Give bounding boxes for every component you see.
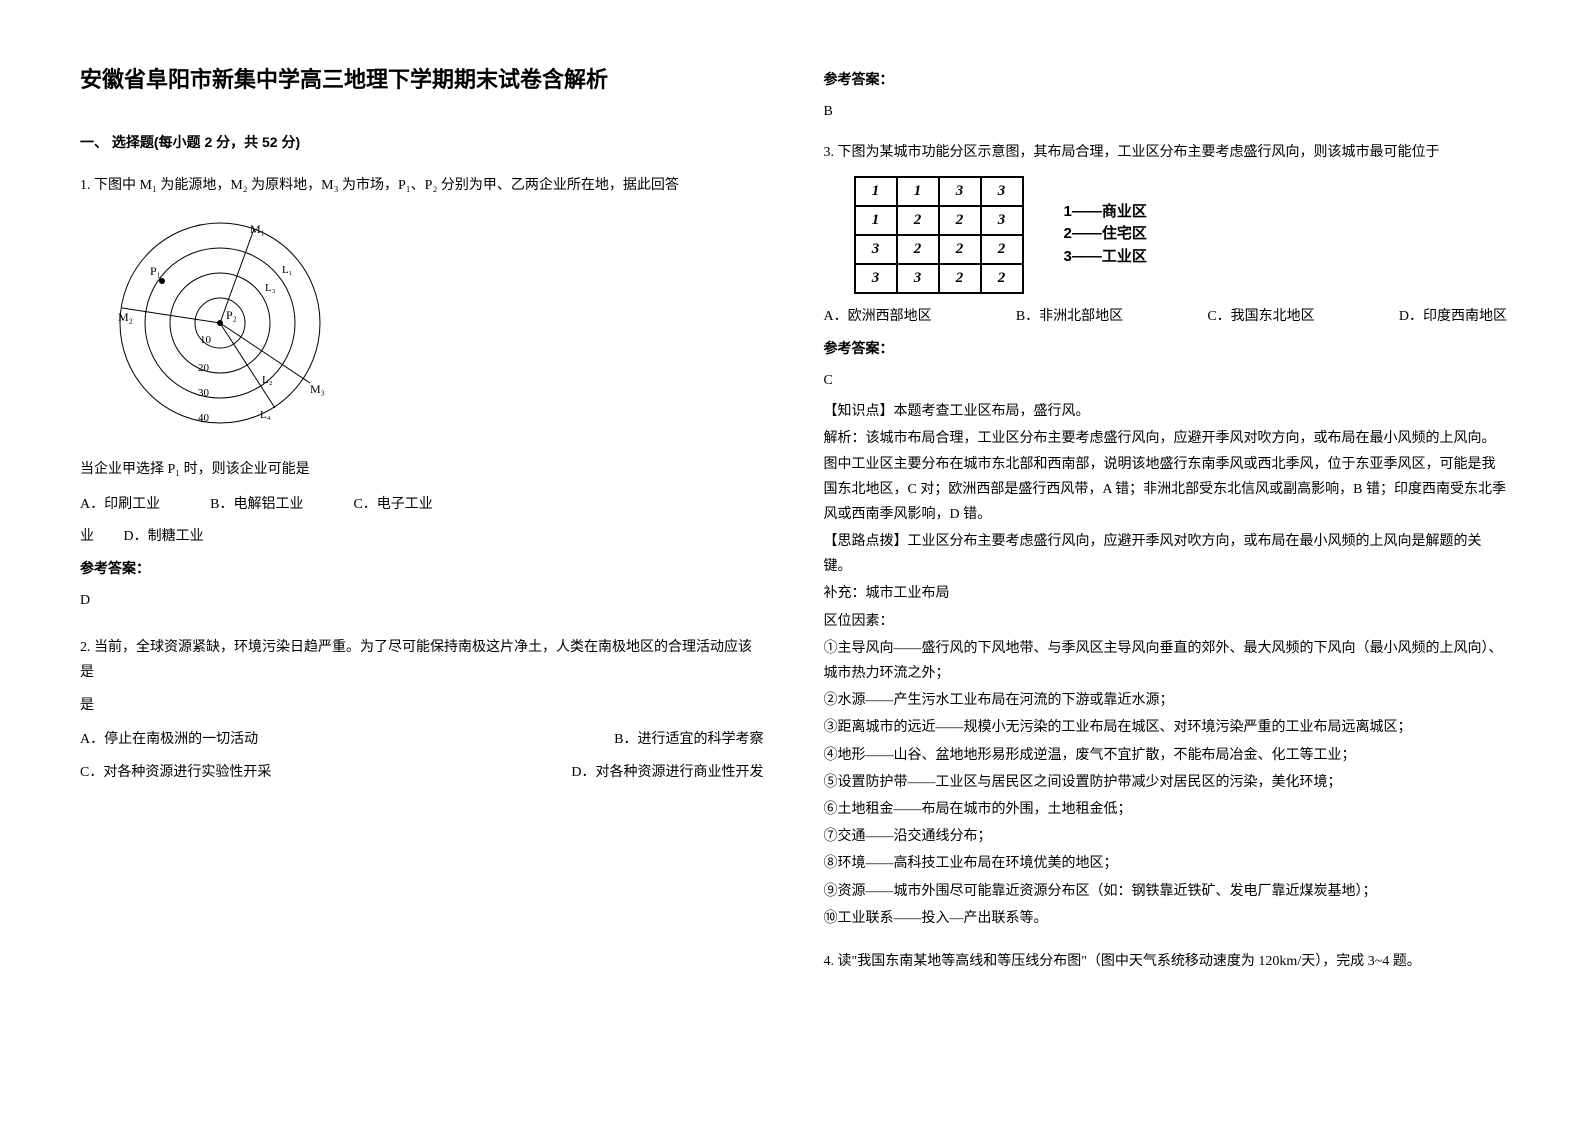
left-column: 安徽省阜阳市新集中学高三地理下学期期末试卷含解析 一、 选择题(每小题 2 分，… bbox=[80, 60, 764, 1062]
q3-factor-3: ③距离城市的远近——规模小无污染的工业布局在城区、对环境污染严重的工业布局远离城… bbox=[824, 715, 1508, 740]
q1-option-d: D．制糖工业 bbox=[124, 529, 204, 544]
q2-text: 2. 当前，全球资源紧缺，环境污染日趋严重。为了尽可能保持南极这片净土，人类在南… bbox=[80, 635, 764, 685]
q3-factor-6: ⑥土地租金——布局在城市的外围，土地租金低； bbox=[824, 797, 1508, 822]
zone-cell: 1 bbox=[897, 177, 939, 206]
q2-option-d: D．对各种资源进行商业性开发 bbox=[571, 760, 763, 785]
zone-cell: 3 bbox=[855, 235, 897, 264]
q4-text: 4. 读"我国东南某地等高线和等压线分布图"（图中天气系统移动速度为 120km… bbox=[824, 949, 1508, 974]
concentric-circle-diagram: P₂ P₁ M₁ M₂ M₃ 10 20 30 40 L₁ L₂ L₃ L₄ bbox=[110, 213, 330, 433]
zone-cell: 2 bbox=[981, 264, 1023, 293]
q2-options-row1: A．停止在南极洲的一切活动 B．进行适宜的科学考察 bbox=[80, 727, 764, 752]
m2-label: M₂ bbox=[118, 310, 133, 324]
svg-text:L₂: L₂ bbox=[262, 374, 273, 386]
p2-label: P₂ bbox=[226, 308, 237, 322]
q3-factor-1: ①主导风向——盛行风的下风地带、与季风区主导风向垂直的郊外、最大风频的下风向（最… bbox=[824, 636, 1508, 686]
q2-answer: B bbox=[824, 99, 1508, 124]
q3-option-b: B．非洲北部地区 bbox=[1016, 304, 1123, 329]
zone-cell: 3 bbox=[981, 206, 1023, 235]
q1-option-c: C．电子工业 bbox=[353, 492, 432, 517]
table-row: 3 2 2 2 bbox=[855, 235, 1023, 264]
zone-cell: 2 bbox=[939, 206, 981, 235]
q3-thinking: 【思路点拨】工业区分布主要考虑盛行风向，应避开季风对吹方向，或布局在最小风频的上… bbox=[824, 529, 1508, 579]
legend-2: 2——住宅区 bbox=[1064, 223, 1147, 246]
m1-label: M₁ bbox=[250, 222, 265, 236]
q3-options: A．欧洲西部地区 B．非洲北部地区 C．我国东北地区 D．印度西南地区 bbox=[824, 304, 1508, 329]
q3-factor-8: ⑧环境——高科技工业布局在环境优美的地区； bbox=[824, 851, 1508, 876]
question-4: 4. 读"我国东南某地等高线和等压线分布图"（图中天气系统移动速度为 120km… bbox=[824, 949, 1508, 980]
analysis-label: 解析： bbox=[824, 431, 866, 446]
svg-text:L₄: L₄ bbox=[260, 409, 271, 421]
zone-legend: 1——商业区 2——住宅区 3——工业区 bbox=[1064, 201, 1147, 269]
q3-knowledge: 【知识点】本题考查工业区布局，盛行风。 bbox=[824, 399, 1508, 424]
question-1: 1. 下图中 M₁ 为能源地，M₂ 为原料地，M₃ 为市场，P₁、P₂ 分别为甲… bbox=[80, 173, 764, 619]
zone-cell: 3 bbox=[939, 177, 981, 206]
q3-zone-diagram: 1 1 3 3 1 2 2 3 3 2 2 2 3 bbox=[854, 176, 1508, 294]
q3-factor-5: ⑤设置防护带——工业区与居民区之间设置防护带减少对居民区的污染，美化环境； bbox=[824, 770, 1508, 795]
q1-option-a: A．印刷工业 bbox=[80, 492, 160, 517]
analysis-text: 该城市布局合理，工业区分布主要考虑盛行风向，应避开季风对吹方向，或布局在最小风频… bbox=[824, 431, 1507, 522]
p1-label: P₁ bbox=[150, 264, 161, 278]
legend-3: 3——工业区 bbox=[1064, 246, 1147, 269]
zone-cell: 3 bbox=[981, 177, 1023, 206]
q3-factor-10: ⑩工业联系——投入—产出联系等。 bbox=[824, 906, 1508, 931]
svg-text:40: 40 bbox=[198, 412, 210, 424]
table-row: 3 3 2 2 bbox=[855, 264, 1023, 293]
q1-options: A．印刷工业 B．电解铝工业 C．电子工业 bbox=[80, 492, 764, 517]
q2-blank: 是 bbox=[80, 693, 764, 718]
q3-factor-2: ②水源——产生污水工业布局在河流的下游或靠近水源； bbox=[824, 688, 1508, 713]
q3-option-a: A．欧洲西部地区 bbox=[824, 304, 932, 329]
q1-answer-label: 参考答案： bbox=[80, 557, 764, 582]
zone-cell: 2 bbox=[939, 264, 981, 293]
zone-cell: 1 bbox=[855, 177, 897, 206]
zone-cell: 1 bbox=[855, 206, 897, 235]
document-title: 安徽省阜阳市新集中学高三地理下学期期末试卷含解析 bbox=[80, 60, 764, 100]
table-row: 1 2 2 3 bbox=[855, 206, 1023, 235]
m3-label: M₃ bbox=[310, 382, 325, 396]
svg-text:L₃: L₃ bbox=[265, 282, 276, 294]
zone-cell: 2 bbox=[939, 235, 981, 264]
q1-diagram: P₂ P₁ M₁ M₂ M₃ 10 20 30 40 L₁ L₂ L₃ L₄ bbox=[110, 213, 764, 442]
q3-factors-label: 区位因素： bbox=[824, 609, 1508, 634]
q2-options-row2: C．对各种资源进行实验性开采 D．对各种资源进行商业性开发 bbox=[80, 760, 764, 785]
q1-answer: D bbox=[80, 588, 764, 613]
svg-text:10: 10 bbox=[200, 334, 212, 346]
q3-factor-4: ④地形——山谷、盆地地形易形成逆温，废气不宜扩散，不能布局冶金、化工等工业； bbox=[824, 743, 1508, 768]
question-3: 3. 下图为某城市功能分区示意图，其布局合理，工业区分布主要考虑盛行风向，则该城… bbox=[824, 140, 1508, 933]
q3-answer: C bbox=[824, 368, 1508, 393]
q2-option-b: B．进行适宜的科学考察 bbox=[614, 727, 763, 752]
q3-factor-7: ⑦交通——沿交通线分布； bbox=[824, 824, 1508, 849]
q1-option-d-row: 业 D．制糖工业 bbox=[80, 524, 764, 549]
q3-factor-9: ⑨资源——城市外围尽可能靠近资源分布区（如：钢铁靠近铁矿、发电厂靠近煤炭基地）； bbox=[824, 879, 1508, 904]
q2-option-c: C．对各种资源进行实验性开采 bbox=[80, 760, 271, 785]
svg-text:L₁: L₁ bbox=[282, 264, 293, 276]
zone-cell: 2 bbox=[981, 235, 1023, 264]
legend-1: 1——商业区 bbox=[1064, 201, 1147, 224]
section-heading: 一、 选择题(每小题 2 分，共 52 分) bbox=[80, 130, 764, 155]
zone-cell: 2 bbox=[897, 235, 939, 264]
q3-option-c: C．我国东北地区 bbox=[1207, 304, 1314, 329]
q3-option-d: D．印度西南地区 bbox=[1399, 304, 1507, 329]
q2-answer-label: 参考答案： bbox=[824, 68, 1508, 93]
q1-option-b: B．电解铝工业 bbox=[210, 492, 303, 517]
svg-text:30: 30 bbox=[198, 387, 210, 399]
q3-analysis: 解析：该城市布局合理，工业区分布主要考虑盛行风向，应避开季风对吹方向，或布局在最… bbox=[824, 426, 1508, 527]
q1-text: 1. 下图中 M₁ 为能源地，M₂ 为原料地，M₃ 为市场，P₁、P₂ 分别为甲… bbox=[80, 173, 764, 198]
q3-supplement: 补充：城市工业布局 bbox=[824, 581, 1508, 606]
q2-option-a: A．停止在南极洲的一切活动 bbox=[80, 727, 258, 752]
zone-cell: 3 bbox=[855, 264, 897, 293]
q1-subtext: 当企业甲选择 P₁ 时，则该企业可能是 bbox=[80, 457, 764, 482]
q3-text: 3. 下图为某城市功能分区示意图，其布局合理，工业区分布主要考虑盛行风向，则该城… bbox=[824, 140, 1508, 165]
question-2: 2. 当前，全球资源紧缺，环境污染日趋严重。为了尽可能保持南极这片净土，人类在南… bbox=[80, 635, 764, 793]
zone-cell: 3 bbox=[897, 264, 939, 293]
q3-answer-label: 参考答案： bbox=[824, 337, 1508, 362]
right-column: 参考答案： B 3. 下图为某城市功能分区示意图，其布局合理，工业区分布主要考虑… bbox=[824, 60, 1508, 1062]
zone-cell: 2 bbox=[897, 206, 939, 235]
svg-text:20: 20 bbox=[198, 362, 210, 374]
table-row: 1 1 3 3 bbox=[855, 177, 1023, 206]
zone-grid-table: 1 1 3 3 1 2 2 3 3 2 2 2 3 bbox=[854, 176, 1024, 294]
